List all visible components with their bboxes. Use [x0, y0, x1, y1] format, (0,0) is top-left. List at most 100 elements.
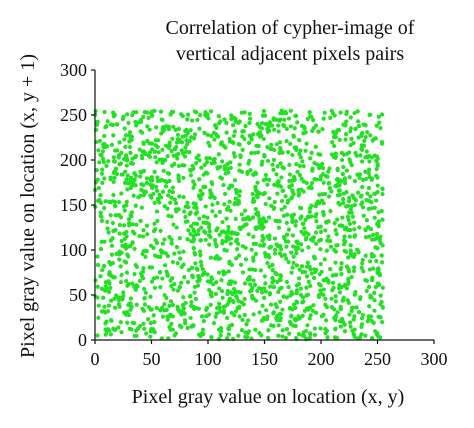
scatter-point: [147, 154, 153, 160]
scatter-point: [258, 268, 263, 273]
scatter-point: [344, 286, 350, 291]
scatter-point: [314, 241, 319, 246]
scatter-point: [279, 175, 284, 180]
scatter-point: [359, 159, 365, 164]
scatter-point: [151, 276, 157, 281]
scatter-point: [147, 265, 152, 270]
scatter-point: [263, 177, 269, 182]
scatter-point: [108, 332, 113, 337]
scatter-point: [301, 295, 306, 300]
scatter-point: [380, 191, 385, 197]
scatter-point: [240, 270, 246, 275]
scatter-point: [161, 168, 166, 173]
scatter-point: [102, 176, 107, 181]
scatter-point: [106, 303, 111, 308]
scatter-point: [295, 169, 300, 174]
scatter-point: [329, 296, 334, 301]
scatter-point: [111, 155, 117, 160]
scatter-point: [233, 216, 238, 221]
scatter-point: [224, 248, 229, 253]
scatter-point: [359, 265, 364, 270]
scatter-point: [227, 139, 233, 144]
scatter-point: [265, 182, 270, 187]
scatter-point: [137, 234, 142, 239]
scatter-point: [229, 310, 234, 315]
scatter-point: [266, 158, 271, 164]
scatter-point: [166, 213, 171, 218]
scatter-point: [138, 117, 143, 122]
scatter-point: [187, 139, 192, 144]
scatter-point: [195, 283, 201, 288]
scatter-point: [134, 333, 139, 338]
scatter-point: [217, 209, 222, 214]
scatter-point: [178, 256, 183, 261]
scatter-point: [248, 168, 253, 173]
scatter-point: [311, 117, 316, 123]
scatter-point: [155, 275, 160, 280]
scatter-point: [379, 253, 384, 258]
scatter-point: [127, 133, 132, 138]
scatter-point: [177, 236, 182, 241]
scatter-point: [173, 127, 178, 132]
scatter-point: [368, 133, 373, 138]
scatter-point: [181, 249, 186, 254]
scatter-point: [221, 304, 226, 310]
scatter-point: [227, 230, 232, 235]
scatter-point: [170, 302, 175, 308]
scatter-point: [262, 191, 267, 196]
scatter-point: [251, 258, 256, 263]
scatter-point: [277, 277, 282, 282]
scatter-point: [226, 205, 231, 210]
scatter-point: [95, 284, 100, 289]
scatter-point: [118, 320, 123, 325]
y-tick-label: 150: [60, 195, 87, 215]
scatter-point: [306, 245, 311, 250]
scatter-point: [352, 334, 357, 340]
scatter-point: [227, 259, 232, 264]
scatter-point: [274, 242, 279, 247]
scatter-point: [337, 183, 342, 188]
scatter-point: [351, 254, 356, 259]
scatter-point: [131, 193, 136, 198]
scatter-point: [347, 195, 352, 201]
scatter-point: [313, 204, 318, 209]
scatter-point: [201, 184, 206, 190]
scatter-point: [155, 178, 161, 184]
scatter-point: [312, 332, 318, 338]
scatter-point: [333, 249, 339, 254]
scatter-point: [246, 318, 251, 323]
scatter-point: [203, 170, 209, 175]
scatter-point: [195, 210, 200, 215]
scatter-point: [196, 153, 201, 158]
scatter-point: [221, 143, 226, 148]
scatter-point: [112, 159, 117, 164]
scatter-point: [252, 282, 258, 287]
scatter-point: [271, 311, 276, 316]
scatter-point: [333, 228, 338, 233]
scatter-point: [272, 247, 278, 252]
scatter-point: [291, 302, 297, 307]
scatter-point: [123, 144, 128, 150]
scatter-point: [154, 125, 159, 130]
scatter-point: [147, 127, 152, 132]
scatter-point: [348, 320, 353, 325]
scatter-point: [214, 132, 219, 137]
scatter-point: [251, 172, 256, 177]
scatter-point: [282, 123, 287, 128]
scatter-point: [243, 330, 248, 335]
scatter-point: [316, 282, 322, 287]
scatter-point: [263, 113, 268, 118]
scatter-point: [125, 112, 130, 117]
scatter-point: [312, 275, 317, 281]
scatter-point: [98, 213, 103, 219]
scatter-point: [294, 283, 300, 288]
scatter-point: [307, 331, 313, 336]
scatter-point: [128, 213, 133, 218]
scatter-point: [157, 200, 162, 205]
scatter-point: [225, 166, 230, 172]
scatter-point: [125, 283, 130, 288]
scatter-point: [112, 305, 118, 310]
scatter-point: [196, 306, 201, 311]
scatter-point: [247, 217, 252, 222]
scatter-point: [337, 192, 343, 197]
